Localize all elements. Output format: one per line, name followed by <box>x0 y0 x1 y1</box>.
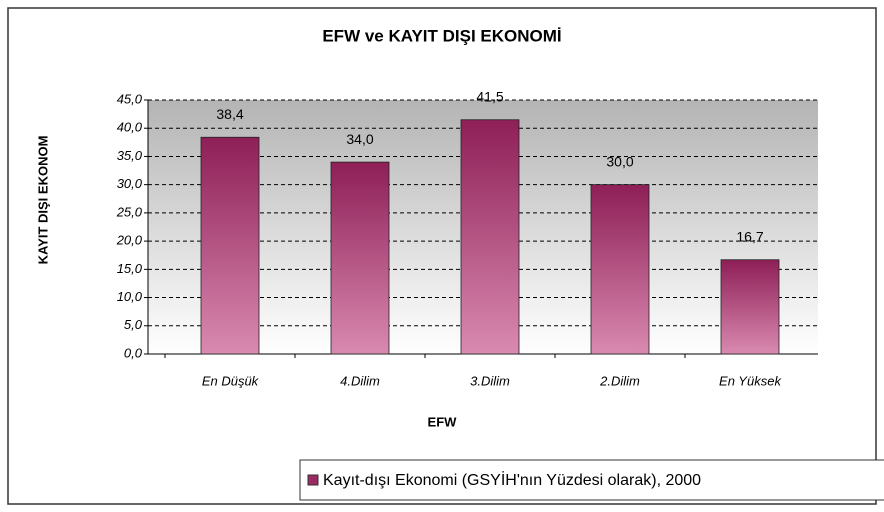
x-axis-label: EFW <box>428 414 458 429</box>
data-label: 41,5 <box>476 88 503 104</box>
data-label: 38,4 <box>216 106 243 122</box>
y-tick-label: 40,0 <box>117 120 143 135</box>
bar <box>200 136 260 355</box>
legend <box>299 459 884 501</box>
data-label: 34,0 <box>346 131 373 147</box>
chart-title: EFW ve KAYIT DIŞI EKONOMİ <box>322 26 561 45</box>
x-tick-label: En Düşük <box>202 373 260 388</box>
bar <box>330 161 390 355</box>
bar <box>590 184 650 355</box>
x-tick-label: 4.Dilim <box>340 373 380 388</box>
bar <box>720 259 780 355</box>
x-tick-label: 3.Dilim <box>470 373 510 388</box>
y-axis-label: KAYIT DIŞI EKONOM <box>35 136 50 265</box>
y-tick-label: 15,0 <box>117 261 143 276</box>
bar <box>460 119 520 355</box>
data-label: 30,0 <box>606 153 633 169</box>
data-label: 16,7 <box>736 228 763 244</box>
y-tick-label: 35,0 <box>117 148 143 163</box>
y-tick-label: 25,0 <box>116 204 143 219</box>
y-tick-label: 45,0 <box>117 91 143 106</box>
legend-label: Kayıt-dışı Ekonomi (GSYİH'nın Yüzdesi ol… <box>323 470 701 489</box>
x-tick-label: 2.Dilim <box>599 373 640 388</box>
y-tick-label: 30,0 <box>117 176 143 191</box>
y-tick-label: 10,0 <box>117 289 143 304</box>
y-tick-label: 0,0 <box>124 345 143 360</box>
x-tick-label: En Yüksek <box>719 373 782 388</box>
y-tick-label: 5,0 <box>124 317 143 332</box>
y-tick-label: 20,0 <box>116 233 143 248</box>
legend-swatch <box>307 474 319 486</box>
